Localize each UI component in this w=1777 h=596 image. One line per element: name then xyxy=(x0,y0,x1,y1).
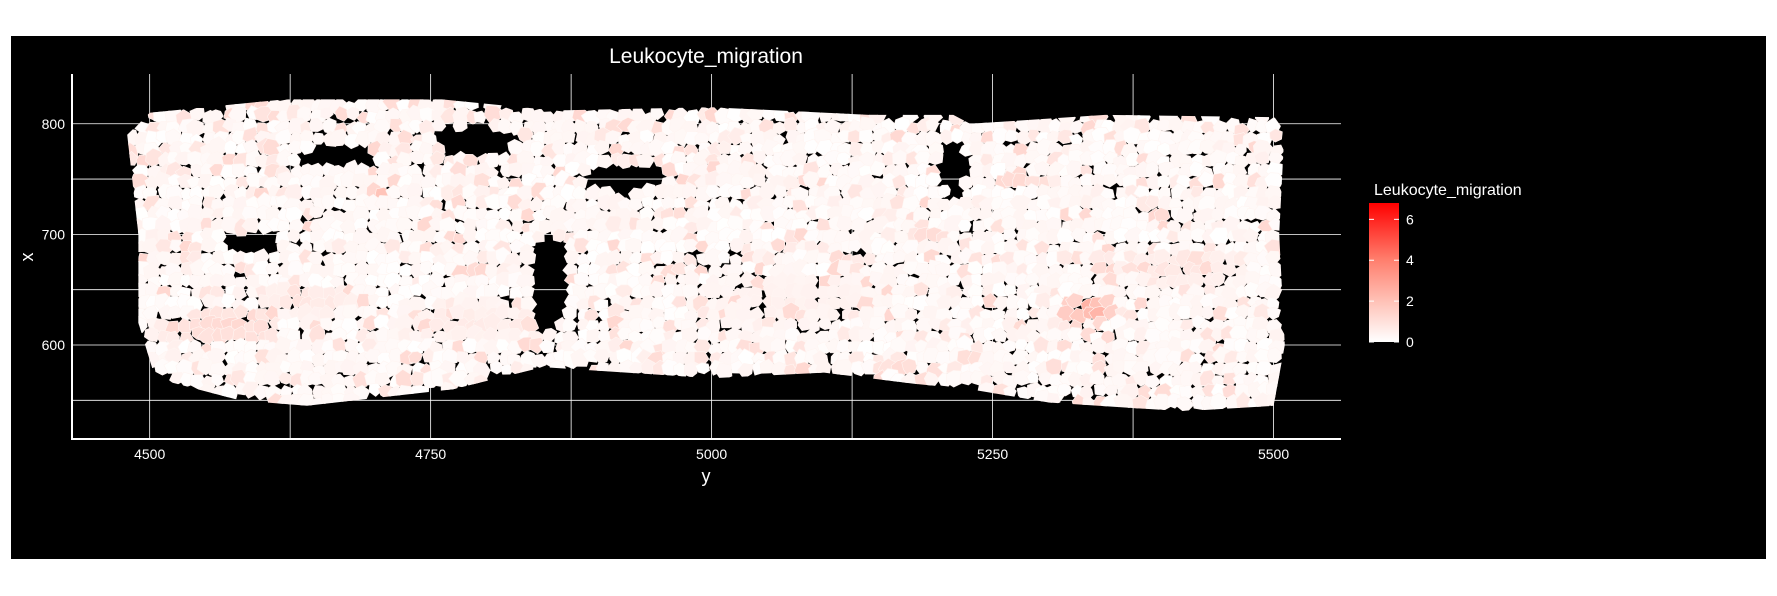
cell xyxy=(1102,174,1117,188)
cell xyxy=(327,128,349,147)
cell xyxy=(1197,170,1215,188)
cell xyxy=(992,127,1011,146)
cell xyxy=(835,151,851,166)
cell xyxy=(189,107,205,121)
cell xyxy=(937,184,951,198)
cell xyxy=(1157,174,1173,189)
cell xyxy=(593,139,610,156)
cell xyxy=(452,119,468,133)
cell xyxy=(753,151,768,166)
cell xyxy=(299,139,317,155)
legend-tick-label: 6 xyxy=(1406,211,1414,227)
x-axis-title: y xyxy=(702,466,711,486)
cell xyxy=(1056,129,1074,145)
cell xyxy=(858,128,875,146)
cell xyxy=(817,317,832,331)
cell xyxy=(635,153,656,168)
legend-colorbar xyxy=(1369,203,1399,342)
cell xyxy=(738,176,756,189)
legend-title: Leukocyte_migration xyxy=(1374,182,1522,199)
cell xyxy=(320,107,334,120)
cell xyxy=(409,150,427,164)
cell xyxy=(549,360,566,376)
cell xyxy=(429,150,446,167)
cell xyxy=(628,197,643,213)
cell xyxy=(561,129,576,143)
cell xyxy=(407,119,423,134)
cell xyxy=(143,327,160,343)
y-tick-label: 600 xyxy=(42,337,66,353)
cell xyxy=(925,117,940,132)
cell xyxy=(385,184,404,200)
cell xyxy=(561,318,578,333)
cell xyxy=(439,106,459,124)
cell xyxy=(576,162,592,177)
y-tick-label: 700 xyxy=(42,226,66,242)
cell xyxy=(649,106,665,121)
chart-title: Leukocyte_migration xyxy=(609,45,803,68)
x-tick-label: 4750 xyxy=(415,446,446,462)
cell xyxy=(1012,153,1028,169)
cell xyxy=(286,151,301,169)
cell xyxy=(727,126,746,147)
chart-svg: Leukocyte_migration 4500 4750 5000 5250 5500… xyxy=(17,45,1522,486)
cell xyxy=(409,385,430,403)
y-axis-title: x xyxy=(17,253,37,262)
cell xyxy=(752,173,766,187)
cell xyxy=(235,176,250,189)
cell xyxy=(1269,128,1283,143)
cell xyxy=(1144,160,1159,178)
cell xyxy=(1266,306,1281,320)
cell xyxy=(869,159,886,177)
cell xyxy=(595,361,609,375)
cell xyxy=(625,237,644,253)
legend-tick-label: 2 xyxy=(1406,293,1414,309)
x-tick-label: 4500 xyxy=(134,446,165,462)
cell xyxy=(484,152,501,169)
x-tick-label: 5500 xyxy=(1258,446,1289,462)
cell xyxy=(1046,392,1061,406)
chart-panel: Leukocyte_migration 4500 4750 5000 5250 5500… xyxy=(11,36,1766,559)
cell xyxy=(1199,138,1216,155)
cell xyxy=(1022,183,1042,200)
cell xyxy=(1176,396,1194,412)
x-tick-label: 5000 xyxy=(696,446,727,462)
cell xyxy=(1082,396,1096,410)
color-legend: Leukocyte_migration 0 2 4 6 xyxy=(1369,182,1522,350)
cell xyxy=(431,118,447,132)
legend-tick-label: 0 xyxy=(1406,334,1414,350)
x-tick-label: 5250 xyxy=(977,446,1008,462)
cell-layer xyxy=(127,99,1285,412)
y-tick-label: 800 xyxy=(42,116,66,132)
legend-tick-label: 4 xyxy=(1406,252,1414,268)
